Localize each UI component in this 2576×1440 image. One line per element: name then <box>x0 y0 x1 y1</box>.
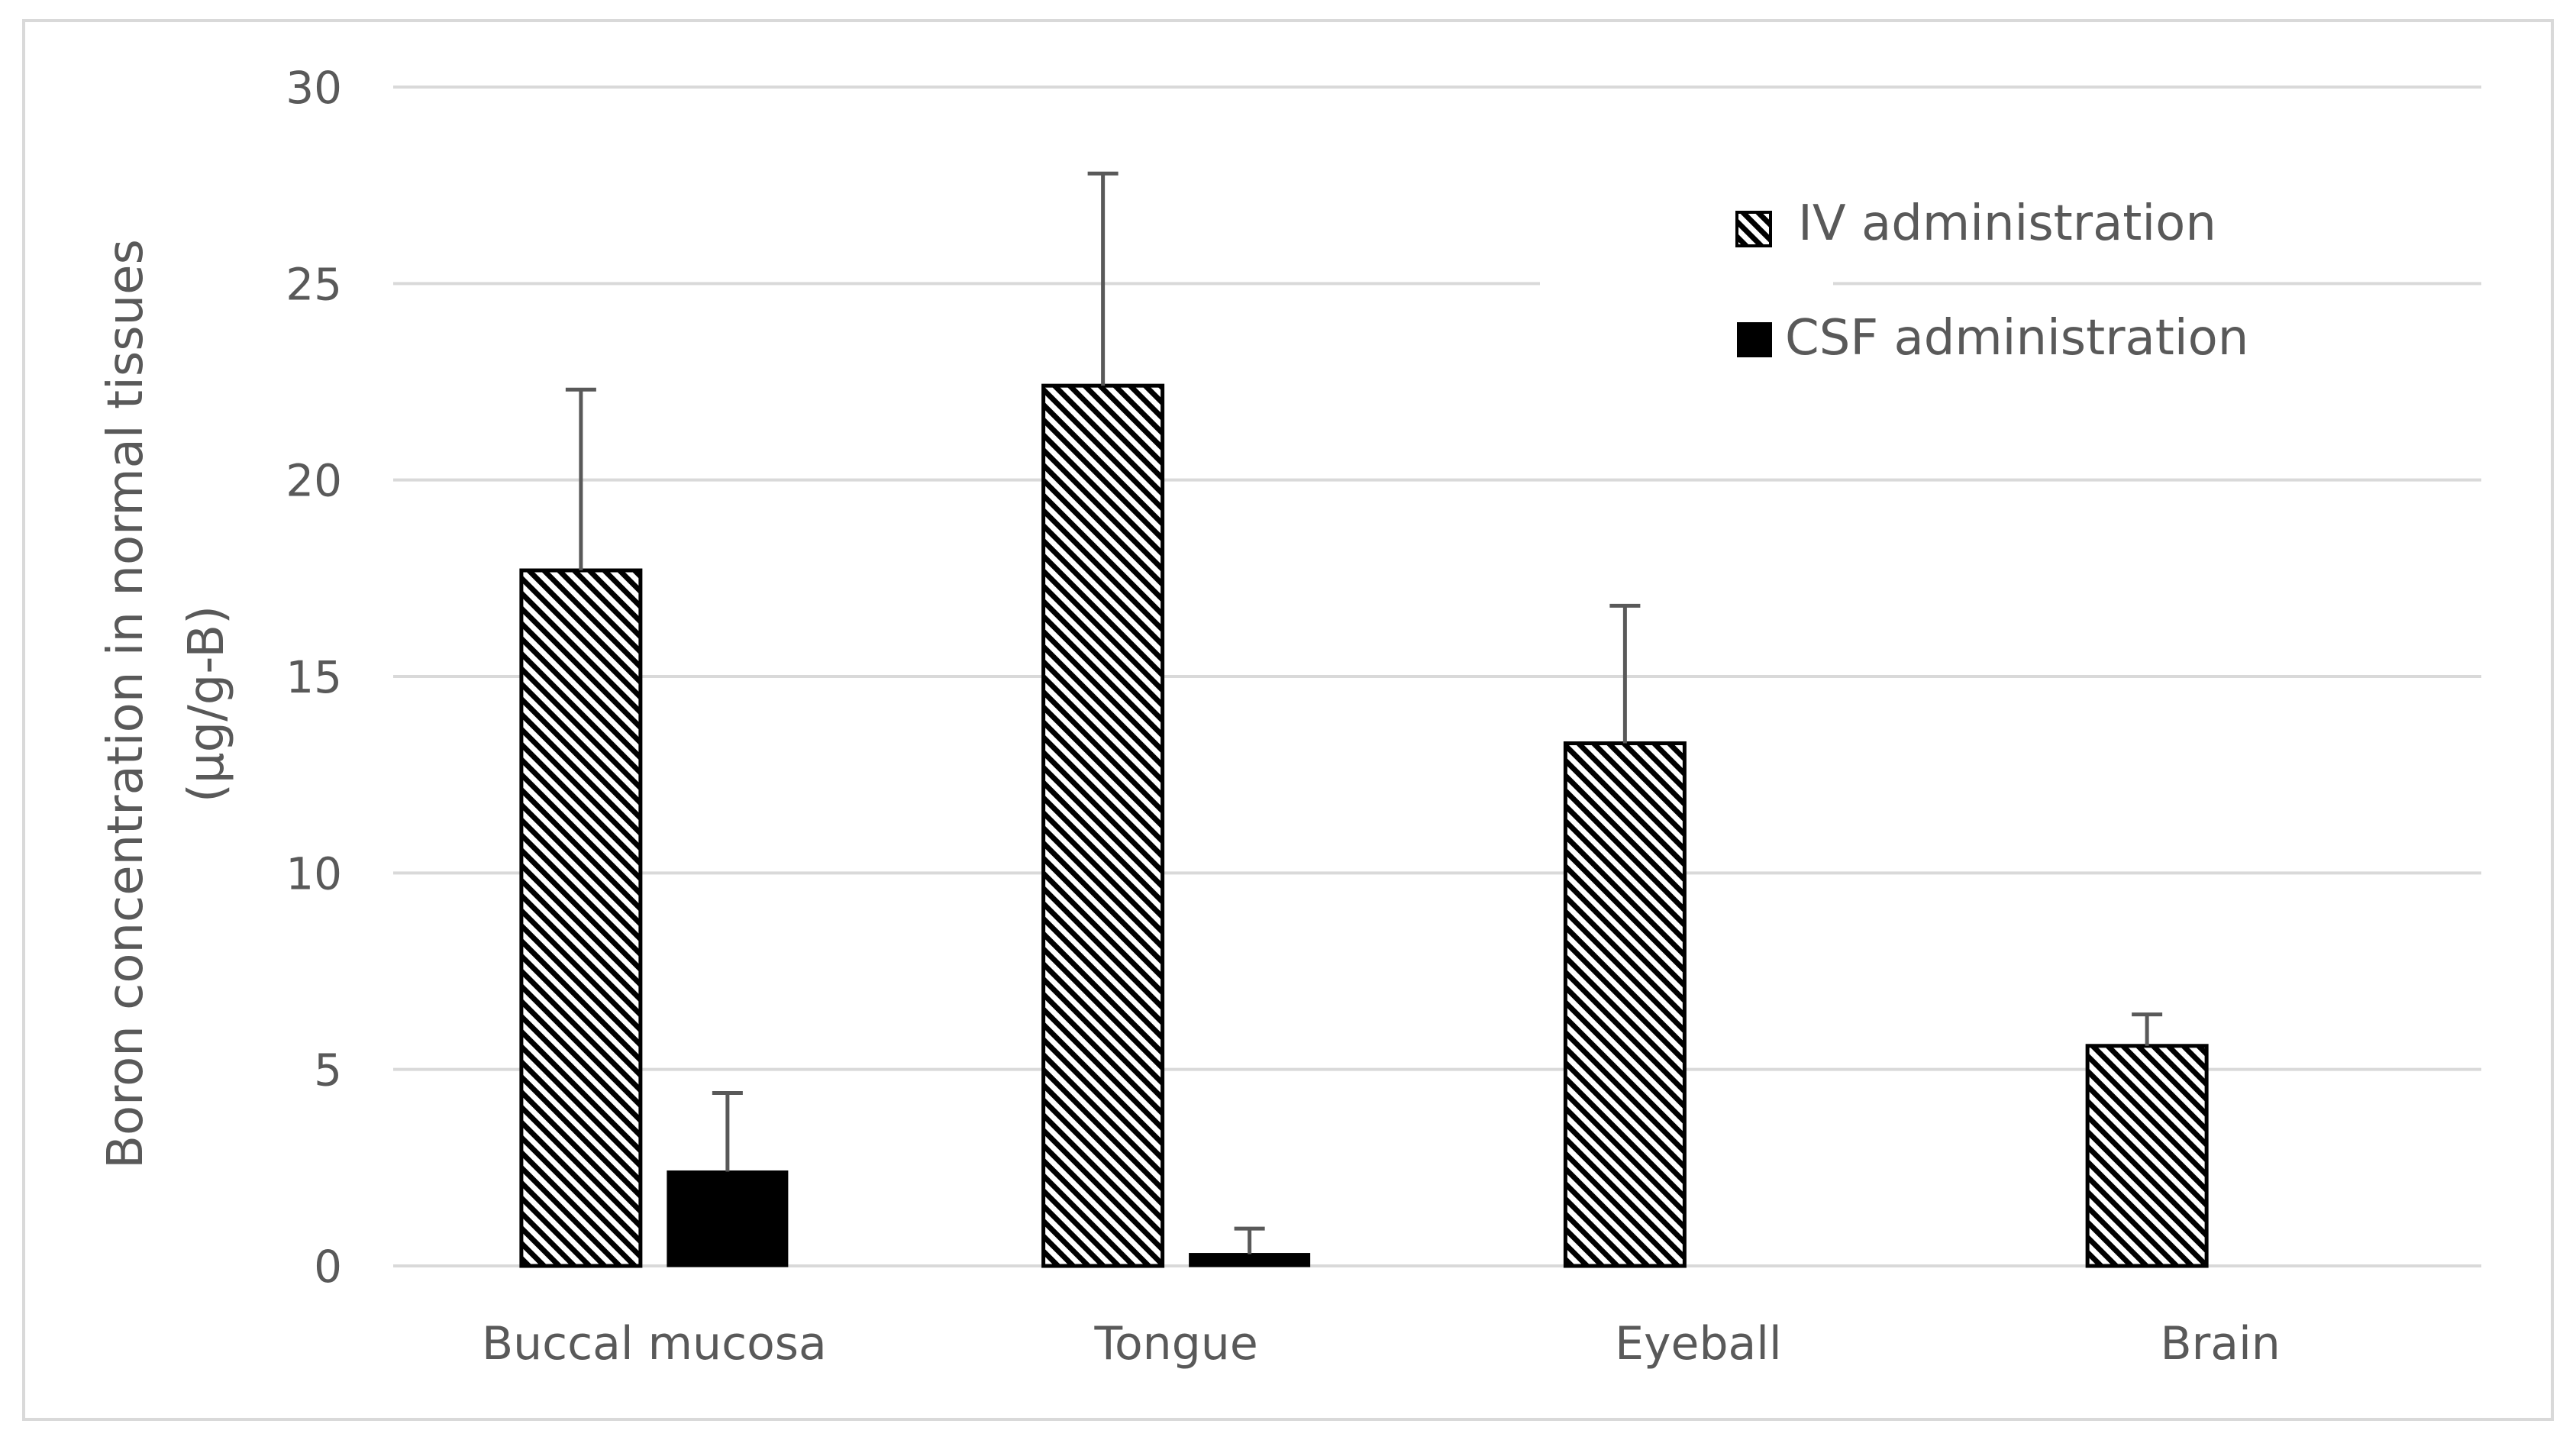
y-axis-title-line-1: Boron concentration in normal tissues <box>98 239 154 1169</box>
legend-iv-label: IV administration <box>1798 195 2216 252</box>
x-category-label: Eyeball <box>1615 1317 1782 1371</box>
y-tick-label-20: 20 <box>286 455 342 507</box>
csf-bar-buccal-mucosa <box>667 1170 789 1267</box>
legend-background <box>1540 152 1833 392</box>
iv-bar-tongue <box>1041 383 1165 1268</box>
legend-csf-label: CSF administration <box>1785 310 2248 366</box>
y-tick-label-25: 25 <box>286 258 342 310</box>
csf-bar-tongue <box>1189 1253 1311 1267</box>
legend-iv-swatch <box>1735 211 1772 247</box>
iv-bar-brain <box>2085 1044 2209 1268</box>
y-axis-title-line-2: (µg/g-B) <box>179 605 235 802</box>
y-tick-label-15: 15 <box>286 651 342 703</box>
bars <box>519 171 2209 1268</box>
iv-bar-buccal-mucosa <box>519 568 643 1268</box>
legend: IV administration CSF administration <box>1540 152 2248 392</box>
y-tick-label-10: 10 <box>286 848 342 899</box>
x-category-label: Buccal mucosa <box>482 1317 827 1371</box>
x-category-label: Brain <box>2160 1317 2280 1371</box>
y-tick-label-30: 30 <box>286 62 342 114</box>
y-axis-ticks: 0 5 10 15 20 25 30 <box>286 62 342 1293</box>
x-axis-categories: Buccal mucosa Tongue Eyeball Brain <box>482 1317 2281 1371</box>
y-tick-label-5: 5 <box>314 1044 342 1096</box>
iv-bar-eyeball <box>1563 741 1687 1268</box>
y-tick-label-0: 0 <box>314 1241 342 1293</box>
legend-csf-swatch <box>1737 322 1772 357</box>
x-category-label: Tongue <box>1094 1317 1258 1371</box>
